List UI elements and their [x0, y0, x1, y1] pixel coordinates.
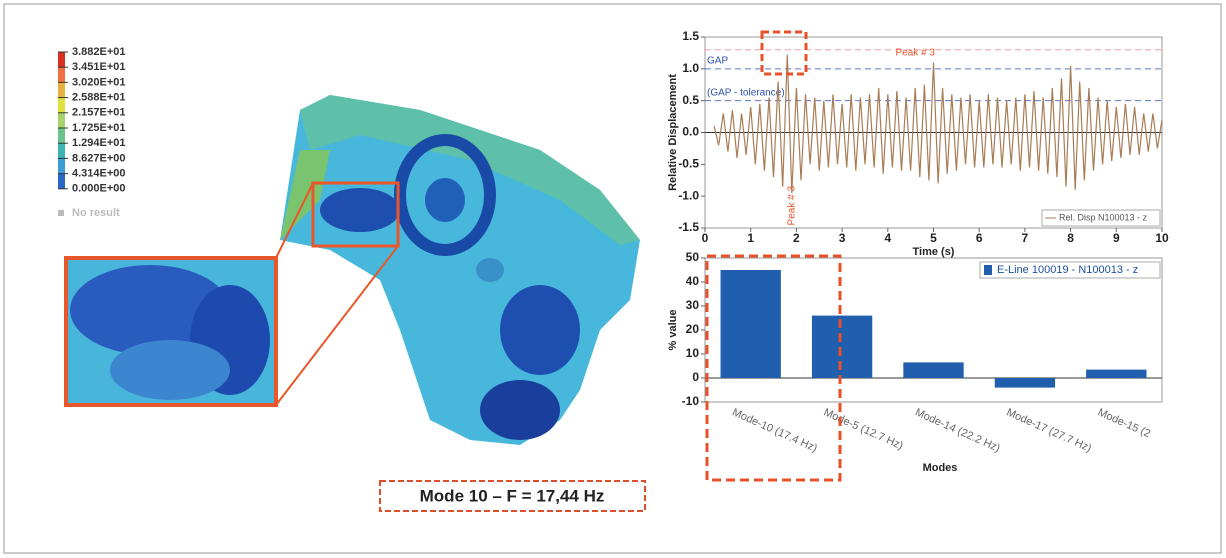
legend-label: 3.882E+01 — [72, 46, 126, 58]
x-tick-label: Mode-10 (17.4 Hz) — [730, 406, 819, 454]
x-tick-label: 5 — [930, 231, 937, 245]
y-tick-label: 0.5 — [682, 93, 699, 107]
x-tick-label: 1 — [747, 231, 754, 245]
y-tick-label: 20 — [686, 322, 700, 336]
legend-label: 1.294E+01 — [72, 137, 126, 149]
legend-label: 8.627E+00 — [72, 152, 126, 164]
region — [480, 380, 560, 440]
bar — [721, 270, 781, 378]
connector — [276, 246, 398, 405]
color-swatch — [58, 174, 65, 189]
x-tick-label: 9 — [1113, 231, 1120, 245]
y-tick-label: 0.0 — [682, 125, 699, 139]
y-tick-label: 30 — [686, 298, 700, 312]
color-swatch — [58, 67, 65, 82]
x-tick-label: Mode-15 (2 — [1096, 406, 1152, 440]
legend-label: 4.314E+00 — [72, 168, 126, 180]
x-tick-label: 10 — [1155, 231, 1169, 245]
x-tick-label: 8 — [1067, 231, 1074, 245]
y-tick-label: 0 — [692, 370, 699, 384]
x-tick-label: Mode-5 (12.7 Hz) — [822, 406, 905, 452]
legend-swatch — [984, 265, 992, 275]
x-tick-label: 4 — [884, 231, 891, 245]
hub — [425, 178, 465, 222]
legend-label: 1.725E+01 — [72, 122, 126, 134]
bar — [1086, 370, 1146, 378]
x-axis-label: Time (s) — [913, 246, 955, 258]
data-line — [714, 55, 1162, 193]
no-result-swatch — [58, 210, 64, 216]
y-tick-label: 40 — [686, 274, 700, 288]
y-axis-label: % value — [667, 310, 679, 351]
y-tick-label: 1.5 — [682, 29, 699, 43]
region — [320, 188, 400, 232]
x-axis-label: Modes — [923, 462, 958, 474]
y-tick-label: 10 — [686, 346, 700, 360]
y-tick-label: -1.5 — [678, 220, 699, 234]
x-tick-label: 7 — [1022, 231, 1029, 245]
contour-legend: 3.882E+01 3.451E+01 3.020E+01 2.588E+01 2.15… — [58, 46, 126, 219]
bar — [995, 378, 1055, 388]
inset-region — [110, 340, 230, 400]
page: {"contour_legend": {"labels": ["3.882E+0… — [0, 0, 1226, 558]
y-tick-label: 1.0 — [682, 61, 699, 75]
legend-label: Rel. Disp N100013 - z — [1059, 212, 1148, 222]
x-tick-label: Mode-17 (27.7 Hz) — [1004, 406, 1093, 454]
legend-label: E-Line 100019 - N100013 - z — [997, 264, 1138, 276]
x-tick-label: 6 — [976, 231, 983, 245]
color-swatch — [58, 158, 65, 173]
color-swatch — [58, 52, 65, 67]
color-swatch — [58, 98, 65, 113]
bar — [903, 362, 963, 378]
legend-label: 0.000E+00 — [72, 183, 126, 195]
color-swatch — [58, 128, 65, 143]
legend-label: 3.451E+01 — [72, 61, 126, 73]
legend-label: 2.588E+01 — [72, 92, 126, 104]
x-tick-label: 0 — [702, 231, 709, 245]
no-result-label: No result — [72, 207, 120, 219]
x-tick-label: Mode-14 (22.2 Hz) — [913, 406, 1002, 454]
x-tick-label: 3 — [839, 231, 846, 245]
reference-label: (GAP - tolerance) — [707, 87, 785, 98]
region — [500, 285, 580, 375]
color-swatch — [58, 82, 65, 97]
bar — [812, 316, 872, 378]
annotation: Peak # 3 — [895, 48, 935, 59]
legend-label: 3.020E+01 — [72, 76, 126, 88]
y-tick-label: -0.5 — [678, 157, 699, 171]
y-axis-label: Relative Displacement — [667, 74, 679, 191]
knob — [476, 258, 504, 282]
render — [66, 95, 640, 445]
color-swatch — [58, 143, 65, 158]
y-tick-label: 50 — [686, 250, 700, 264]
x-tick-label: 2 — [793, 231, 800, 245]
y-tick-label: -1.0 — [678, 188, 699, 202]
legend-label: 2.157E+01 — [72, 107, 126, 119]
annotation: Peak # 3 — [786, 186, 797, 226]
y-tick-label: -10 — [682, 394, 700, 408]
color-swatch — [58, 113, 65, 128]
figure: 3.882E+01 3.451E+01 3.020E+01 2.588E+01 2.15… — [0, 0, 1226, 558]
caption: Mode 10 – F = 17,44 Hz — [420, 486, 605, 505]
highlight-box — [762, 32, 806, 74]
reference-label: GAP — [707, 55, 728, 66]
